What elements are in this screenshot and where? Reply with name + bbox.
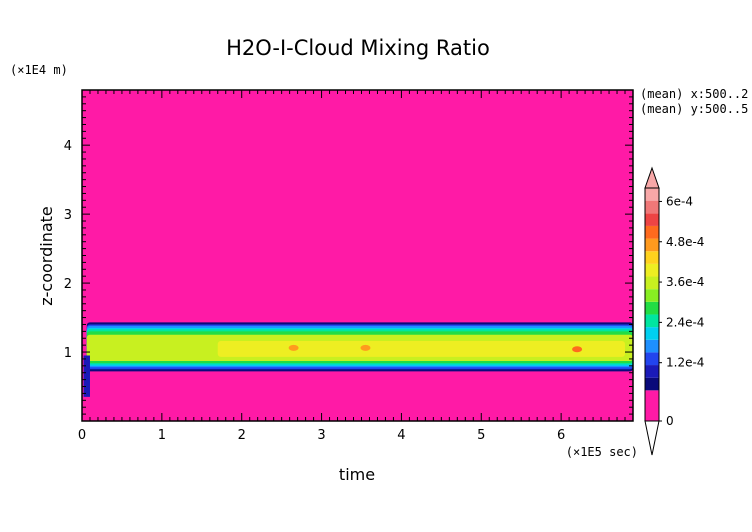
x-tick-label: 5 bbox=[477, 428, 485, 443]
colorbar-segment bbox=[645, 365, 659, 378]
colorbar: 0 1.2e-4 2.4e-4 3.6e-4 4.8e-4 6e-4 bbox=[644, 166, 704, 456]
x-tick-label: 6 bbox=[557, 428, 565, 443]
x-tick-label: 1 bbox=[158, 428, 166, 443]
colorbar-segment bbox=[645, 377, 659, 391]
x-tick-label: 3 bbox=[317, 428, 325, 443]
colorbar-tick-label: 1.2e-4 bbox=[666, 356, 704, 370]
x-tick-label: 2 bbox=[238, 428, 246, 443]
colorbar-extend-bottom bbox=[644, 420, 660, 456]
hotspot-1 bbox=[360, 344, 371, 351]
colorbar-tick-label: 3.6e-4 bbox=[666, 275, 704, 289]
x-tick-label: 0 bbox=[78, 428, 86, 443]
colorbar-segment bbox=[645, 225, 659, 239]
x-multiplier-label: (×1E5 sec) bbox=[566, 445, 638, 459]
colorbar-segment bbox=[645, 314, 659, 328]
colorbar-tick-label: 0 bbox=[666, 414, 674, 428]
colorbar-segment bbox=[645, 339, 659, 353]
colorbar-segment bbox=[645, 390, 659, 403]
colorbar-segment bbox=[645, 289, 659, 302]
plot-content bbox=[82, 90, 633, 421]
colorbar-segment bbox=[645, 352, 659, 366]
colorbar-segment bbox=[645, 213, 659, 226]
annotation-mean-y: (mean) y:500..5 bbox=[640, 102, 748, 116]
colorbar-segment bbox=[645, 238, 659, 252]
cloud-band-yellow bbox=[217, 341, 626, 357]
colorbar-zero-segment bbox=[645, 403, 659, 421]
y-tick-label: 2 bbox=[64, 277, 72, 292]
colorbar-extend-top bbox=[644, 166, 660, 189]
y-tick-label: 4 bbox=[64, 139, 72, 154]
axes: 0 1 2 3 4 5 6 1 2 3 4 bbox=[64, 89, 634, 443]
y-multiplier-label: (×1E4 m) bbox=[10, 63, 68, 77]
hotspot-0 bbox=[288, 344, 299, 351]
colorbar-segment bbox=[645, 263, 659, 277]
y-tick-label: 1 bbox=[64, 346, 72, 361]
colorbar-segment bbox=[645, 251, 659, 264]
colorbar-segment bbox=[645, 276, 659, 290]
hotspot-2 bbox=[572, 346, 583, 353]
colorbar-segment bbox=[645, 200, 659, 214]
plot-area bbox=[82, 90, 633, 421]
spinup-streak bbox=[83, 355, 90, 397]
y-tick-label: 3 bbox=[64, 208, 72, 223]
chart-title: H2O-I-Cloud Mixing Ratio bbox=[226, 36, 490, 60]
colorbar-tick-label: 6e-4 bbox=[666, 194, 693, 208]
y-axis-label: z-coordinate bbox=[37, 206, 56, 306]
colorbar-tick-label: 4.8e-4 bbox=[666, 235, 704, 249]
annotation-mean-x: (mean) x:500..2 bbox=[640, 87, 748, 101]
colorbar-frame bbox=[644, 187, 660, 422]
colorbar-segment bbox=[645, 301, 659, 315]
x-axis-label: time bbox=[339, 465, 375, 484]
x-tick-label: 4 bbox=[397, 428, 405, 443]
colorbar-tick-label: 2.4e-4 bbox=[666, 315, 704, 329]
colorbar-segment bbox=[645, 188, 659, 201]
colorbar-segment bbox=[645, 327, 659, 340]
